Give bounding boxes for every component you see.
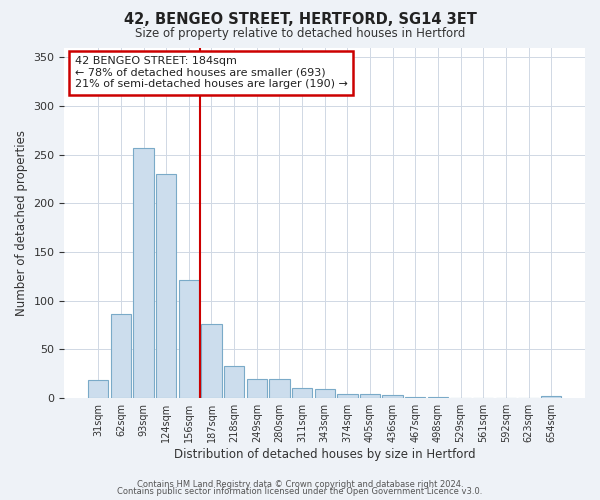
Bar — [405, 397, 425, 398]
Bar — [201, 324, 221, 398]
X-axis label: Distribution of detached houses by size in Hertford: Distribution of detached houses by size … — [174, 448, 476, 461]
Bar — [269, 378, 290, 398]
Text: Size of property relative to detached houses in Hertford: Size of property relative to detached ho… — [135, 28, 465, 40]
Bar — [541, 396, 562, 398]
Bar — [133, 148, 154, 398]
Bar — [88, 380, 109, 398]
Bar — [156, 174, 176, 398]
Text: Contains HM Land Registry data © Crown copyright and database right 2024.: Contains HM Land Registry data © Crown c… — [137, 480, 463, 489]
Text: 42, BENGEO STREET, HERTFORD, SG14 3ET: 42, BENGEO STREET, HERTFORD, SG14 3ET — [124, 12, 476, 28]
Bar — [292, 388, 312, 398]
Bar — [314, 390, 335, 398]
Y-axis label: Number of detached properties: Number of detached properties — [15, 130, 28, 316]
Text: Contains public sector information licensed under the Open Government Licence v3: Contains public sector information licen… — [118, 488, 482, 496]
Bar — [111, 314, 131, 398]
Bar — [247, 378, 267, 398]
Bar — [224, 366, 244, 398]
Text: 42 BENGEO STREET: 184sqm
← 78% of detached houses are smaller (693)
21% of semi-: 42 BENGEO STREET: 184sqm ← 78% of detach… — [75, 56, 347, 90]
Bar — [382, 396, 403, 398]
Bar — [179, 280, 199, 398]
Bar — [428, 397, 448, 398]
Bar — [337, 394, 358, 398]
Bar — [360, 394, 380, 398]
